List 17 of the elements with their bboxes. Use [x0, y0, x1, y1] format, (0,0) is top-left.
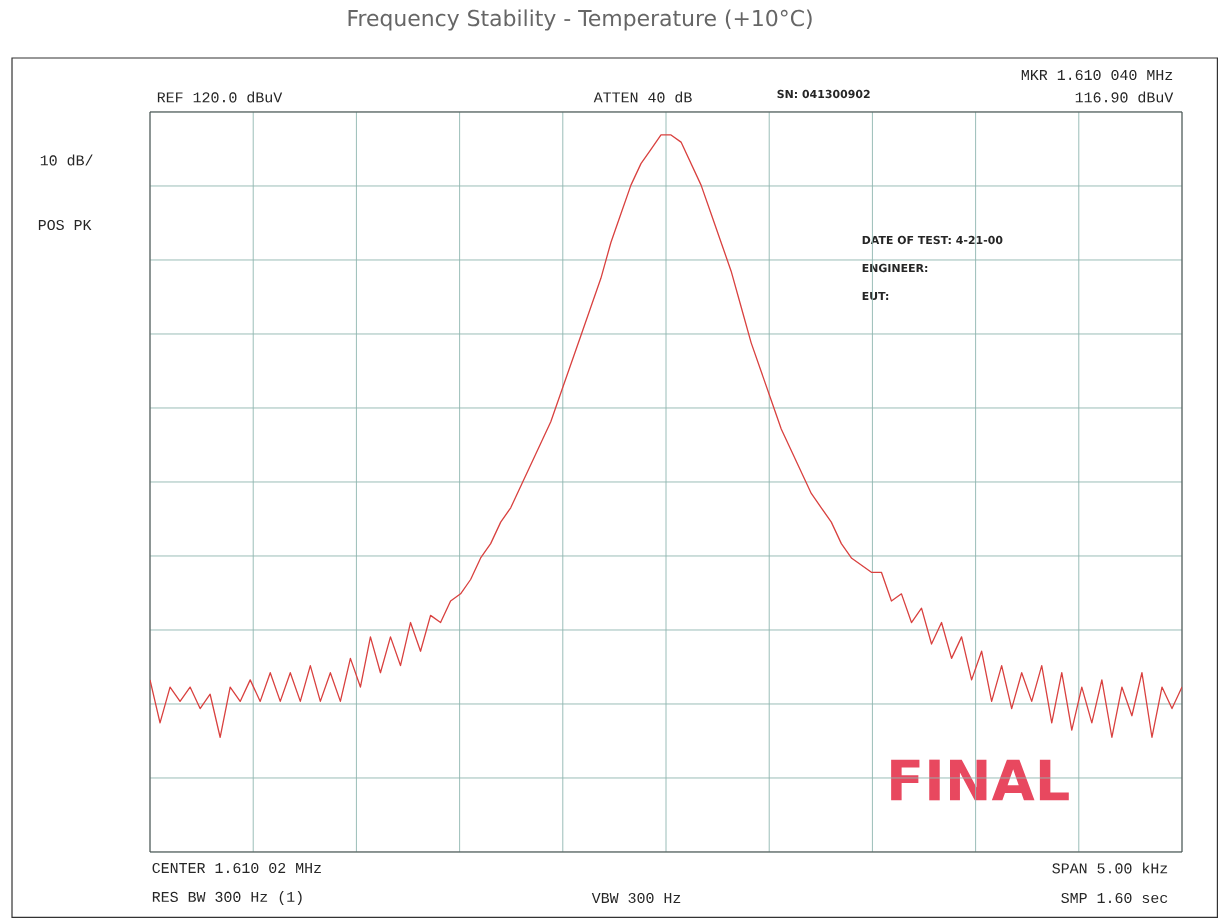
text: RES BW 300 Hz (1): [152, 891, 302, 905]
text: POS PK: [38, 219, 92, 231]
annotation: FINAL: [891, 759, 1069, 801]
text: SN: 041300902: [777, 89, 870, 99]
text: REF 120.0 dBuV: [157, 91, 283, 103]
text: CENTER 1.610 02 MHz: [152, 862, 321, 874]
chart-title: Frequency Stability - Temperature (+10°C): [348, 9, 812, 31]
annotation: EUT:: [862, 291, 889, 301]
text: SPAN 5.00 kHz: [1052, 862, 1168, 874]
text: 10 dB/: [40, 154, 93, 166]
annotation: DATE OF TEST: 4-21-00: [862, 235, 1003, 245]
text: VBW 300 Hz: [591, 892, 681, 904]
text: 116.90 dBuV: [1075, 91, 1174, 103]
text: ATTEN 40 dB: [593, 91, 692, 103]
text: MKR 1.610 040 MHz: [1021, 69, 1173, 81]
text: SMP 1.60 sec: [1061, 892, 1168, 904]
annotation: ENGINEER:: [862, 263, 928, 273]
